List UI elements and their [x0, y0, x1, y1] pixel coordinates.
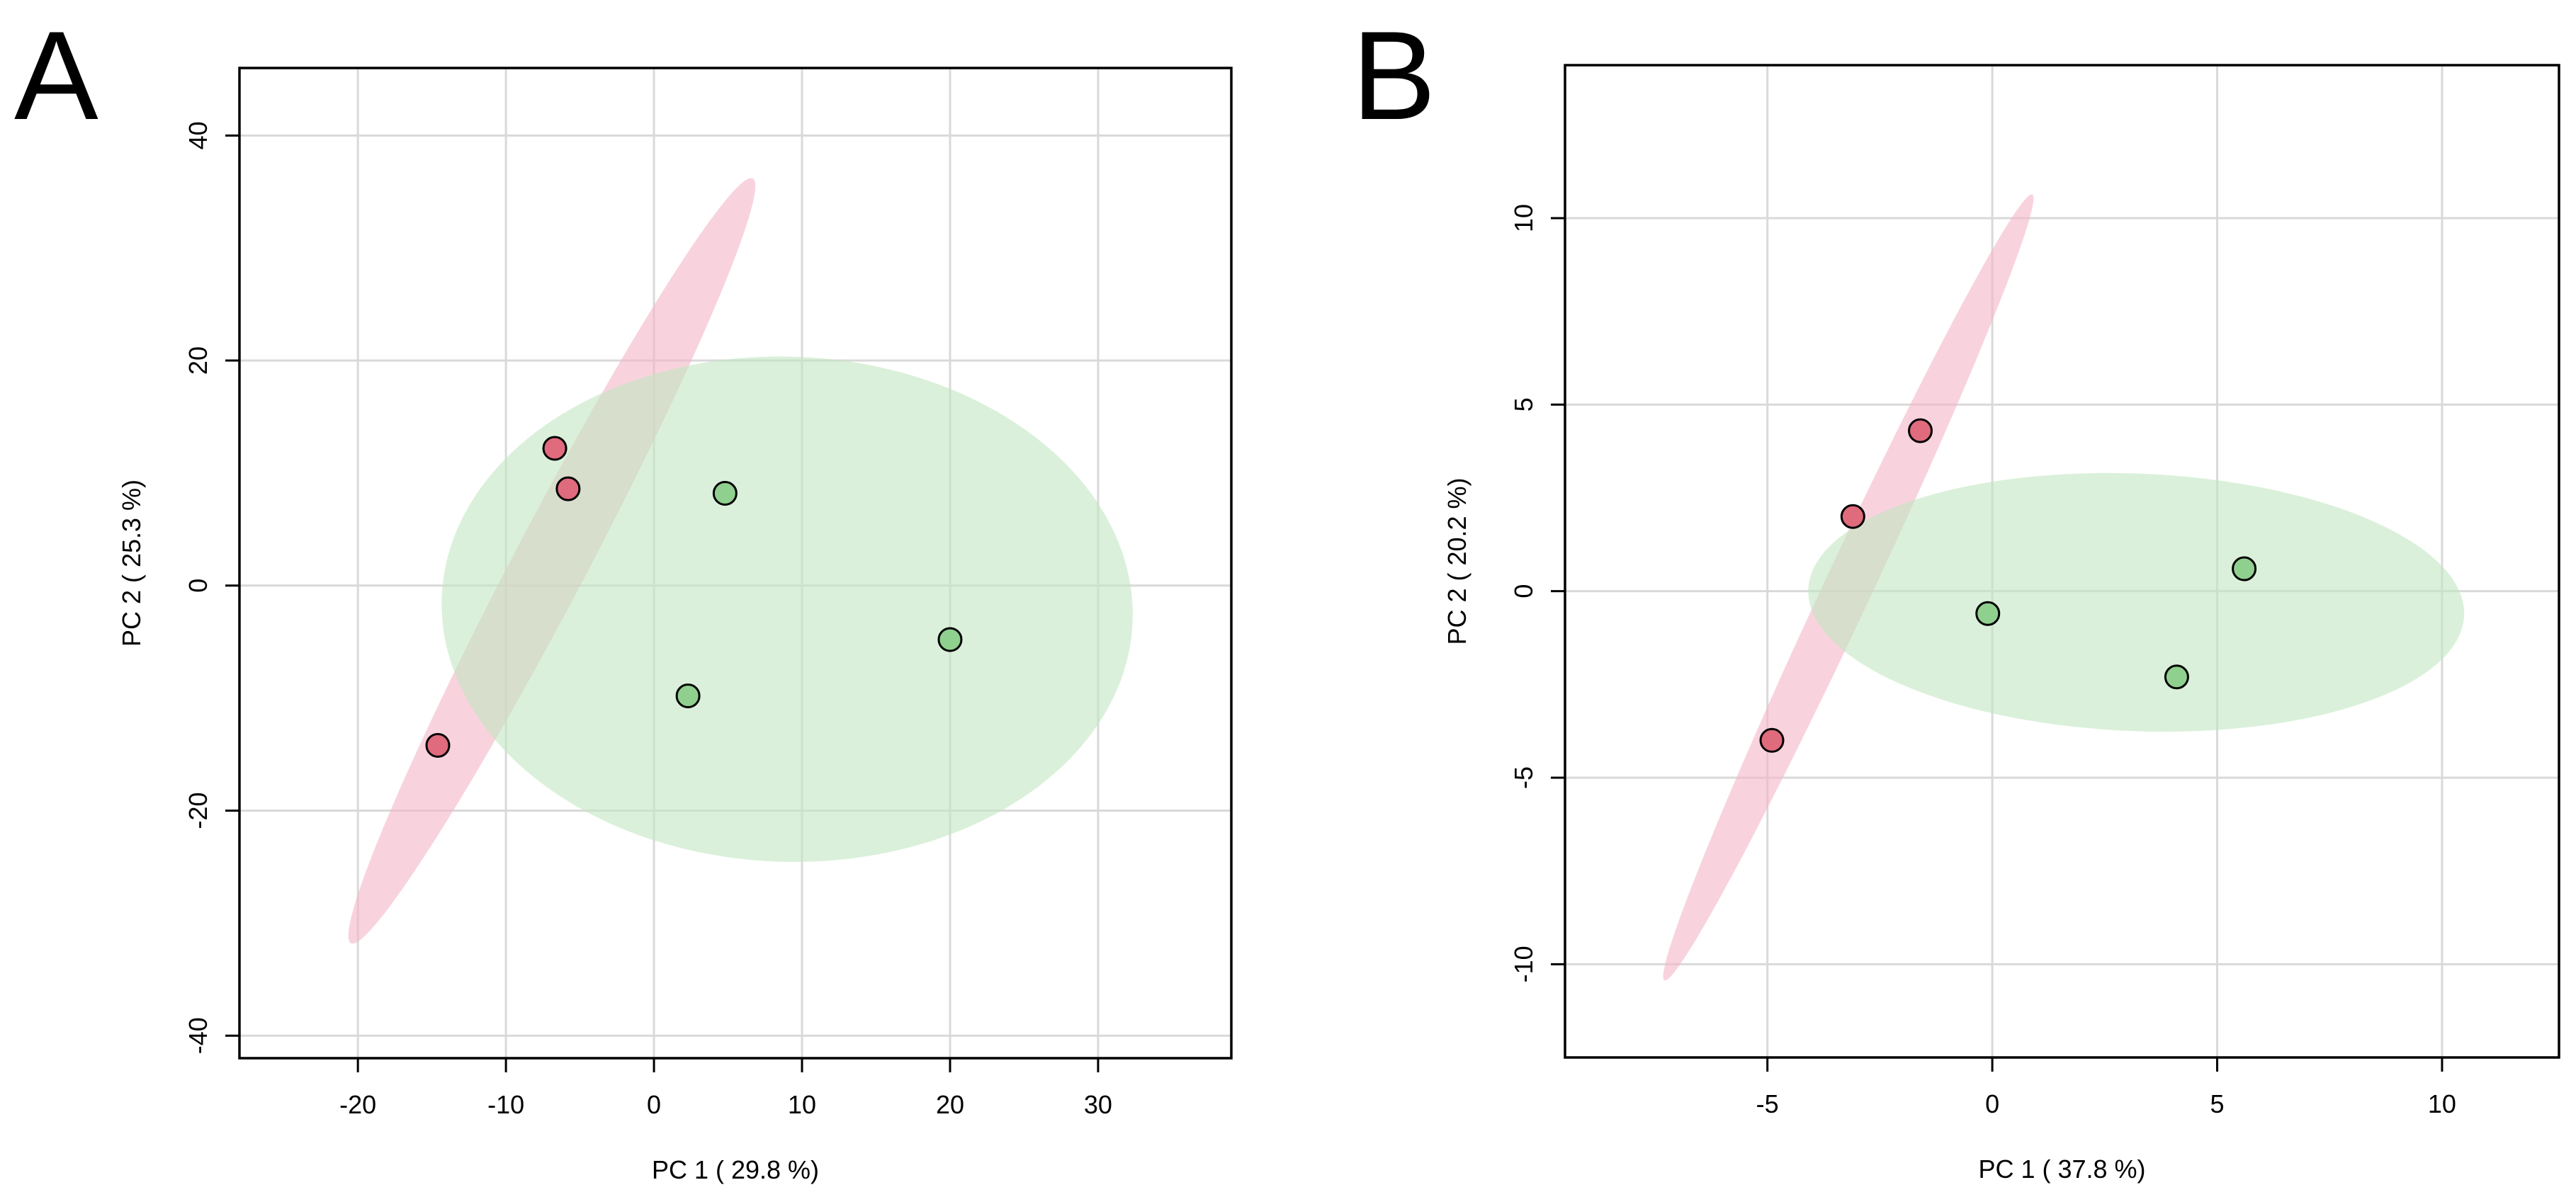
panel-a-y-tick-label: 40: [183, 121, 213, 149]
panel-b-plot: -5 0 5 10 -10 -5 0 5 10 PC 1 ( 37.8 %) PC 2 ( 20.2…: [1442, 64, 2560, 1184]
panel-a-y-tick-label: 20: [183, 346, 213, 375]
panel-a-x-tick-label: 10: [788, 1090, 816, 1119]
panel-a-point-group1-2: [555, 476, 581, 501]
panel-a-letter: A: [14, 5, 98, 146]
panel-b-y-tick-label: 10: [1509, 204, 1538, 232]
panel-b-point-group2-3: [2164, 664, 2189, 690]
panel-a-y-tick-label: -20: [183, 792, 213, 829]
panel-b-point-group1-1: [1908, 418, 1933, 443]
panel-a-x-tick-label: 20: [936, 1090, 964, 1119]
panel-b-point-group2-1: [2232, 556, 2257, 582]
panel-a-plot: -20 -10 0 10 20 30 -40 -20 0 20 40 PC 1 ( 29.8 %) PC…: [117, 67, 1233, 1184]
panel-a-x-tick-label: 30: [1084, 1090, 1112, 1119]
panel-a-point-group2-2: [937, 627, 963, 652]
panel-b-x-tick-label: 5: [2210, 1089, 2225, 1118]
panel-a-y-tick-label: -40: [183, 1017, 213, 1054]
panel-a-x-axis-label: PC 1 ( 29.8 %): [652, 1155, 819, 1184]
panel-a-x-tick-label: -20: [339, 1090, 376, 1119]
panel-a-x-tick-label: -10: [487, 1090, 524, 1119]
panel-b-x-tick-label: -5: [1756, 1089, 1779, 1118]
panel-a-point-group1-1: [542, 436, 567, 461]
panel-b-point-group2-2: [1975, 601, 2001, 626]
panel-a-x-tick-label: 0: [647, 1090, 661, 1119]
panel-b-point-group1-3: [1759, 727, 1785, 753]
panel-b-x-tick-label: 0: [1985, 1089, 1999, 1118]
panel-a-point-group2-3: [675, 683, 701, 708]
panel-b-letter: B: [1352, 5, 1436, 146]
panel-b-y-tick-label: -10: [1509, 946, 1538, 982]
panel-b-x-tick-label: 10: [2428, 1089, 2456, 1118]
panel-a-ellipse-2: [441, 356, 1133, 862]
panel-b-y-tick-label: -5: [1509, 766, 1538, 789]
panel-a-y-axis-label: PC 2 ( 25.3 %): [117, 480, 146, 647]
panel-b-y-tick-label: 0: [1509, 584, 1538, 598]
panel-b-x-axis-label: PC 1 ( 37.8 %): [1978, 1155, 2145, 1184]
panel-b-ellipse-2: [1808, 472, 2465, 732]
panel-a-y-tick-label: 0: [183, 579, 213, 593]
panel-a-point-group1-3: [425, 732, 451, 758]
panel-a-point-group2-1: [712, 481, 738, 506]
panel-b-y-tick-label: 5: [1509, 397, 1538, 412]
panel-b-y-axis-label: PC 2 ( 20.2 %): [1442, 477, 1471, 645]
panel-b-point-group1-2: [1840, 504, 1865, 529]
